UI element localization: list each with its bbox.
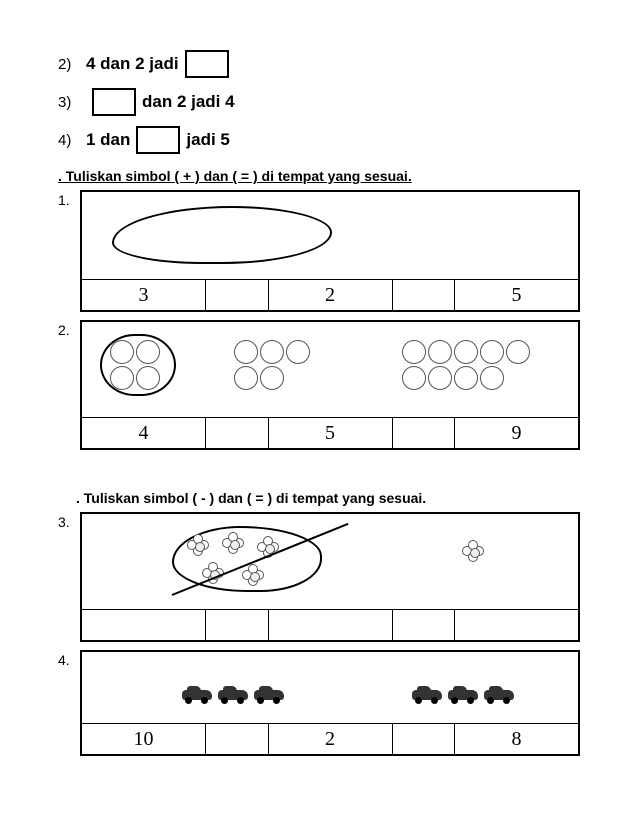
line-number: 3) <box>58 94 86 111</box>
line-number: 2) <box>58 56 86 73</box>
value-cell: 5 <box>455 280 578 310</box>
answer-row <box>82 610 578 640</box>
text: 4 dan 2 jadi <box>86 54 179 74</box>
symbol-cell[interactable] <box>392 418 456 448</box>
fill-line-4: 4) 1 dan jadi 5 <box>58 126 580 154</box>
instruction-minus: . Tuliskan simbol ( - ) dan ( = ) di tem… <box>76 490 580 506</box>
problem-panel <box>80 512 580 642</box>
problem-number: 2. <box>58 320 80 338</box>
problem-number: 3. <box>58 512 80 530</box>
answer-box[interactable] <box>136 126 180 154</box>
answer-box[interactable] <box>185 50 229 78</box>
value-cell <box>269 610 392 640</box>
text: jadi 5 <box>186 130 229 150</box>
value-cell: 5 <box>269 418 392 448</box>
problem-number: 1. <box>58 190 80 208</box>
value-cell: 8 <box>455 724 578 754</box>
symbol-cell[interactable] <box>392 280 456 310</box>
symbol-cell[interactable] <box>392 724 456 754</box>
text: dan 2 jadi 4 <box>142 92 235 112</box>
picture-area <box>82 192 578 280</box>
problem-panel: 4 5 9 <box>80 320 580 450</box>
value-cell: 2 <box>269 724 392 754</box>
problem-4: 4. 10 2 8 <box>58 650 580 756</box>
instruction-plus: . Tuliskan simbol ( + ) dan ( = ) di tem… <box>58 168 580 184</box>
answer-row: 4 5 9 <box>82 418 578 448</box>
picture-area <box>82 322 578 418</box>
picture-area <box>82 514 578 610</box>
value-cell <box>455 610 578 640</box>
picture-area <box>82 652 578 724</box>
answer-row: 3 2 5 <box>82 280 578 310</box>
problem-2: 2. <box>58 320 580 450</box>
value-cell <box>82 610 205 640</box>
symbol-cell[interactable] <box>392 610 456 640</box>
value-cell: 4 <box>82 418 205 448</box>
text: 1 dan <box>86 130 130 150</box>
problem-panel: 10 2 8 <box>80 650 580 756</box>
line-number: 4) <box>58 132 86 149</box>
value-cell: 9 <box>455 418 578 448</box>
value-cell: 3 <box>82 280 205 310</box>
symbol-cell[interactable] <box>205 724 269 754</box>
value-cell: 10 <box>82 724 205 754</box>
problem-3: 3. <box>58 512 580 642</box>
fill-line-3: 3) dan 2 jadi 4 <box>58 88 580 116</box>
value-cell: 2 <box>269 280 392 310</box>
fill-line-2: 2) 4 dan 2 jadi <box>58 50 580 78</box>
problem-number: 4. <box>58 650 80 668</box>
problem-1: 1. 3 2 5 <box>58 190 580 312</box>
answer-row: 10 2 8 <box>82 724 578 754</box>
problem-panel: 3 2 5 <box>80 190 580 312</box>
symbol-cell[interactable] <box>205 610 269 640</box>
symbol-cell[interactable] <box>205 418 269 448</box>
answer-box[interactable] <box>92 88 136 116</box>
worksheet: 2) 4 dan 2 jadi 3) dan 2 jadi 4 4) 1 dan… <box>0 0 638 794</box>
symbol-cell[interactable] <box>205 280 269 310</box>
